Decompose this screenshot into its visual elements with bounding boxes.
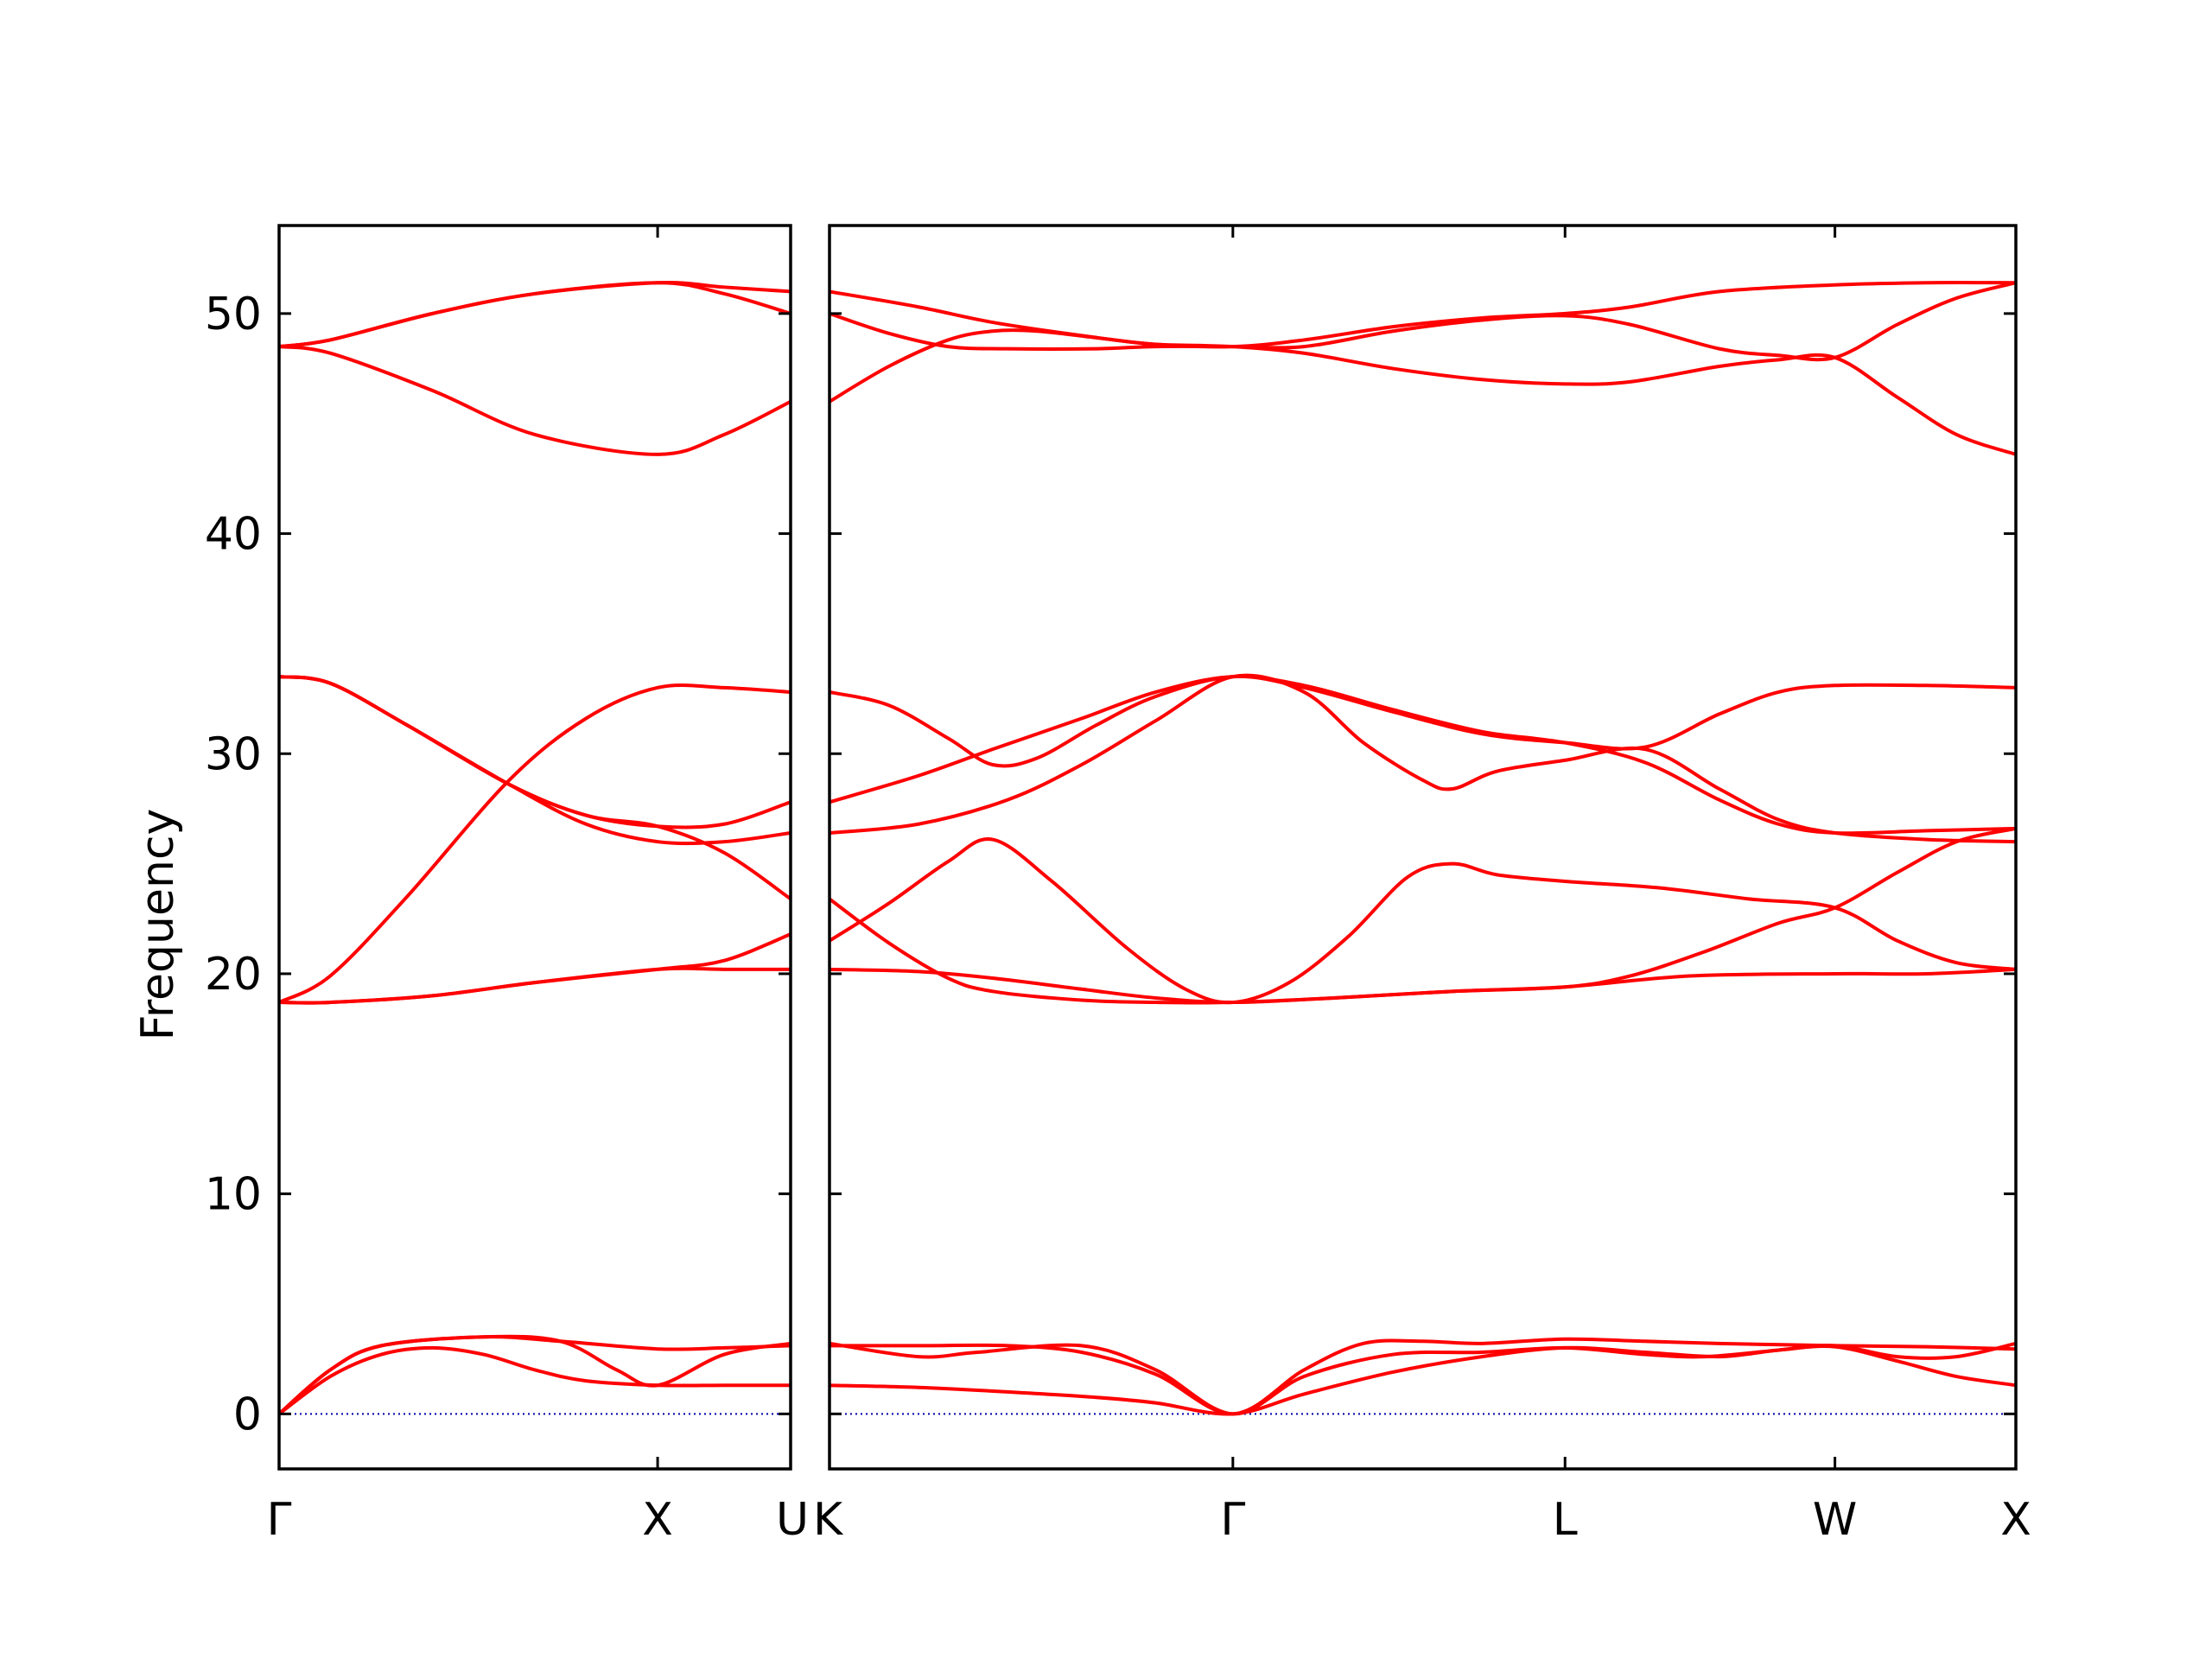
panel-frame [277,224,792,1471]
phonon-band-9 [279,675,791,901]
phonon-band-12 [830,328,2016,456]
x-tick-label: X [2000,1494,2031,1546]
phonon-band-8 [830,674,2016,836]
y-tick-label: 50 [205,289,262,340]
panel-gamma-x-u: Γ X U 0 10 20 30 40 50 [205,224,809,1546]
y-tick-label: 30 [205,728,262,780]
y-tick-label: 0 [233,1389,262,1440]
phonon-band-6 [830,826,2016,1005]
x-tick-label: W [1813,1494,1857,1546]
x-tick-label: L [1553,1494,1578,1546]
phonon-band-5 [830,837,2016,1005]
x-tick-label: Γ [267,1494,292,1546]
x-tick-label: K [813,1494,844,1546]
y-axis-label: Frequency [132,809,184,1041]
x-tick-label: Γ [1220,1494,1245,1546]
y-tick-label: 20 [205,949,262,1001]
x-tick-label: X [642,1494,673,1546]
bands [279,281,791,1416]
bands [830,281,2016,1416]
phonon-band-12 [279,281,791,349]
y-tick-label: 10 [205,1169,262,1221]
phonon-band-6 [279,683,791,1005]
y-tick-label: 40 [205,509,262,561]
panels: Γ X U 0 10 20 30 40 50 K Γ L W X [205,224,2031,1546]
phonon-band-3 [279,1334,791,1416]
phonon-band-5 [279,932,791,1005]
phonon-band-10 [279,345,791,456]
x-tick-label: U [776,1494,809,1546]
phonon-band-9 [830,674,2016,768]
panel-frame [828,224,2018,1471]
phonon-band-10 [830,281,2016,349]
phonon-band-3 [830,1337,2016,1416]
phonon-band-1 [279,1345,791,1416]
phonon-band-7 [830,673,2016,844]
